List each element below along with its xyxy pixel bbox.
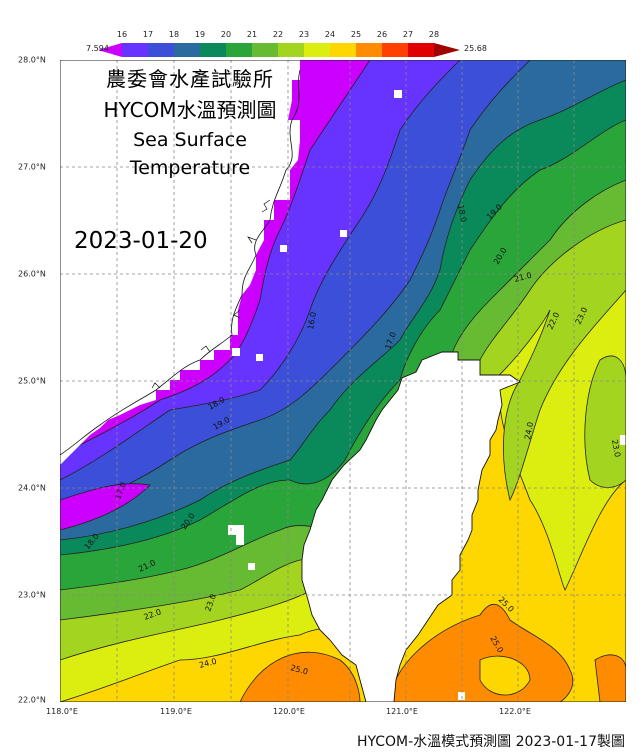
colorbar-tick: 25 — [350, 30, 362, 39]
colorbar-tick: 22 — [272, 30, 284, 39]
lat-label: 28.0°N — [18, 55, 46, 65]
lat-label: 25.0°N — [18, 376, 46, 386]
colorbar-min-label: 7.594 — [86, 44, 109, 53]
title-product: HYCOM水溫預測圖 — [103, 98, 277, 122]
colorbar-gradient — [98, 43, 460, 57]
map-title: 農委會水產試驗所 HYCOM水溫預測圖 Sea Surface Temperat… — [60, 64, 320, 182]
lon-label: 121.0°E — [386, 707, 418, 716]
svg-text:24.0: 24.0 — [198, 657, 218, 670]
sst-map: 16.0 17.0 18.0 19.0 20.0 21.0 22.0 23.0 … — [60, 60, 626, 702]
lon-label: 120.0°E — [273, 707, 305, 716]
colorbar-tick: 17 — [142, 30, 154, 39]
colorbar-tick: 18 — [168, 30, 180, 39]
colorbar-tick: 19 — [194, 30, 206, 39]
lat-label: 27.0°N — [18, 162, 46, 172]
lon-label: 119.0°E — [160, 707, 192, 716]
colorbar-tick: 20 — [220, 30, 232, 39]
colorbar-tick: 26 — [376, 30, 388, 39]
svg-text:21.0: 21.0 — [513, 271, 533, 284]
colorbar-tick: 27 — [402, 30, 414, 39]
colorbar-tick: 16 — [116, 30, 128, 39]
title-variable-line1: Sea Surface — [133, 129, 247, 151]
lat-label: 24.0°N — [18, 483, 46, 493]
lon-label: 118.0°E — [46, 707, 78, 716]
lat-label: 26.0°N — [18, 269, 46, 279]
colorbar-tick: 28 — [428, 30, 440, 39]
title-variable-line2: Temperature — [129, 157, 251, 179]
svg-text:16.0: 16.0 — [306, 311, 318, 330]
svg-text:24.0: 24.0 — [523, 421, 535, 440]
lon-label: 122.0°E — [499, 707, 531, 716]
title-institute: 農委會水產試驗所 — [106, 67, 274, 91]
colorbar-tick: 23 — [298, 30, 310, 39]
colorbar: 7.594 25.68 16 17 18 19 20 21 22 23 24 2… — [0, 0, 643, 60]
graticule — [60, 60, 626, 702]
svg-text:23.0: 23.0 — [610, 439, 622, 458]
lat-label: 23.0°N — [18, 590, 46, 600]
colorbar-max-label: 25.68 — [464, 44, 487, 53]
footer-credit: HYCOM-水溫模式預測圖 2023-01-17製圖 — [356, 734, 625, 750]
svg-text:25.0: 25.0 — [289, 663, 309, 676]
forecast-date: 2023-01-20 — [74, 228, 208, 254]
colorbar-tick: 24 — [324, 30, 336, 39]
lat-label: 22.0°N — [18, 695, 46, 705]
colorbar-tick: 21 — [246, 30, 258, 39]
svg-text:18.0: 18.0 — [456, 204, 468, 223]
